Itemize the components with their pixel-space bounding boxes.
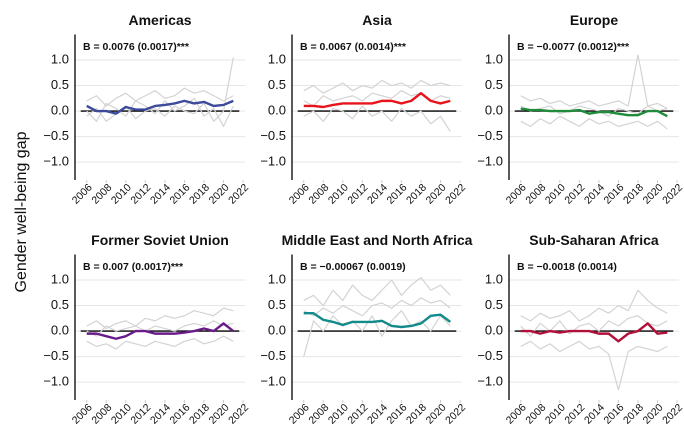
- y-tick-label: 0.5: [268, 297, 286, 312]
- country-line: [303, 276, 451, 307]
- panel-title: Europe: [570, 12, 618, 28]
- x-tick-label: 2006: [287, 181, 312, 206]
- x-tick-label: 2022: [660, 181, 684, 206]
- country-line: [303, 79, 451, 94]
- y-tick-label: −0.5: [260, 128, 286, 143]
- x-tick-label: 2012: [128, 181, 153, 206]
- x-tick-label: 2018: [621, 181, 646, 206]
- y-axis-label: Gender well-being gap: [13, 131, 30, 292]
- country-line: [520, 115, 668, 130]
- y-tick-label: 0.5: [485, 297, 503, 312]
- y-tick-label: −0.5: [477, 128, 503, 143]
- y-tick-label: 0.0: [268, 323, 286, 338]
- country-line: [303, 297, 451, 317]
- x-tick-label: 2006: [70, 181, 95, 206]
- x-tick-label: 2022: [660, 401, 684, 424]
- x-tick-label: 2014: [148, 181, 173, 206]
- y-tick-label: 0.0: [268, 103, 286, 118]
- country-line: [86, 97, 234, 127]
- x-tick-label: 2010: [543, 181, 568, 206]
- country-line: [520, 289, 668, 322]
- country-line: [520, 105, 668, 117]
- country-line: [86, 307, 234, 330]
- y-tick-label: −1.0: [477, 154, 503, 169]
- y-tick-label: −0.5: [477, 348, 503, 363]
- country-line: [86, 335, 234, 350]
- y-tick-label: −1.0: [43, 374, 69, 389]
- y-tick-label: 0.0: [51, 323, 69, 338]
- x-tick-label: 2018: [187, 181, 212, 206]
- y-tick-label: −0.5: [260, 348, 286, 363]
- x-tick-label: 2022: [443, 181, 468, 206]
- x-tick-label: 2014: [365, 181, 390, 206]
- x-tick-label: 2016: [168, 181, 193, 206]
- x-tick-label: 2022: [443, 401, 468, 424]
- region-line: [520, 107, 668, 118]
- y-tick-label: −1.0: [43, 154, 69, 169]
- annotation: B = 0.0067 (0.0014)***: [300, 41, 407, 53]
- y-tick-label: −1.0: [260, 374, 286, 389]
- annotation: B = −0.00067 (0.0019): [300, 261, 406, 273]
- y-tick-label: 0.5: [51, 297, 69, 312]
- y-tick-label: 1.0: [268, 51, 286, 66]
- panel-title: Asia: [362, 12, 392, 28]
- x-tick-label: 2020: [641, 181, 666, 206]
- x-tick-label: 2006: [504, 181, 529, 206]
- y-tick-label: 1.0: [268, 271, 286, 286]
- y-tick-label: 0.0: [485, 103, 503, 118]
- annotation: B = −0.0018 (0.0014): [517, 261, 617, 273]
- annotation: B = 0.007 (0.0017)***: [83, 261, 184, 273]
- y-tick-label: 0.5: [485, 77, 503, 92]
- y-tick-label: −0.5: [43, 128, 69, 143]
- y-tick-label: 1.0: [485, 51, 503, 66]
- y-tick-label: 0.5: [51, 77, 69, 92]
- region-line: [303, 92, 451, 109]
- x-tick-label: 2014: [582, 181, 607, 206]
- y-tick-label: −1.0: [260, 154, 286, 169]
- x-tick-label: 2010: [326, 181, 351, 206]
- region-line: [303, 312, 451, 329]
- country-line: [86, 87, 234, 107]
- x-tick-label: 2008: [306, 181, 331, 206]
- annotation: B = −0.0077 (0.0012)***: [517, 41, 630, 53]
- country-line: [303, 310, 451, 357]
- x-tick-label: 2008: [523, 181, 548, 206]
- y-tick-label: 1.0: [51, 51, 69, 66]
- country-line: [303, 105, 451, 132]
- region-line: [86, 322, 235, 340]
- region-line: [520, 322, 668, 343]
- x-tick-label: 2012: [562, 181, 587, 206]
- x-tick-label: 2016: [602, 181, 627, 206]
- panel-title: Sub-Saharan Africa: [529, 232, 659, 248]
- x-tick-label: 2022: [226, 401, 251, 424]
- x-tick-label: 2008: [89, 181, 114, 206]
- x-tick-label: 2022: [226, 181, 251, 206]
- x-tick-label: 2020: [207, 181, 232, 206]
- country-line: [520, 54, 668, 110]
- x-tick-label: 2016: [385, 181, 410, 206]
- y-tick-label: 0.0: [485, 323, 503, 338]
- y-tick-label: −0.5: [43, 348, 69, 363]
- y-tick-label: 0.0: [51, 103, 69, 118]
- x-tick-label: 2020: [424, 181, 449, 206]
- panel-title: Middle East and North Africa: [282, 232, 473, 248]
- region-line: [86, 99, 234, 115]
- x-tick-label: 2010: [109, 181, 134, 206]
- panel-title: Americas: [128, 12, 191, 28]
- y-tick-label: 1.0: [485, 271, 503, 286]
- y-tick-label: −1.0: [477, 374, 503, 389]
- country-line: [520, 315, 668, 337]
- y-tick-label: 0.5: [268, 77, 286, 92]
- x-tick-label: 2012: [345, 181, 370, 206]
- x-tick-label: 2018: [404, 181, 429, 206]
- y-tick-label: 1.0: [51, 271, 69, 286]
- country-line: [520, 340, 668, 391]
- panel-title: Former Soviet Union: [91, 232, 229, 248]
- country-line: [86, 320, 234, 337]
- annotation: B = 0.0076 (0.0017)***: [83, 41, 190, 53]
